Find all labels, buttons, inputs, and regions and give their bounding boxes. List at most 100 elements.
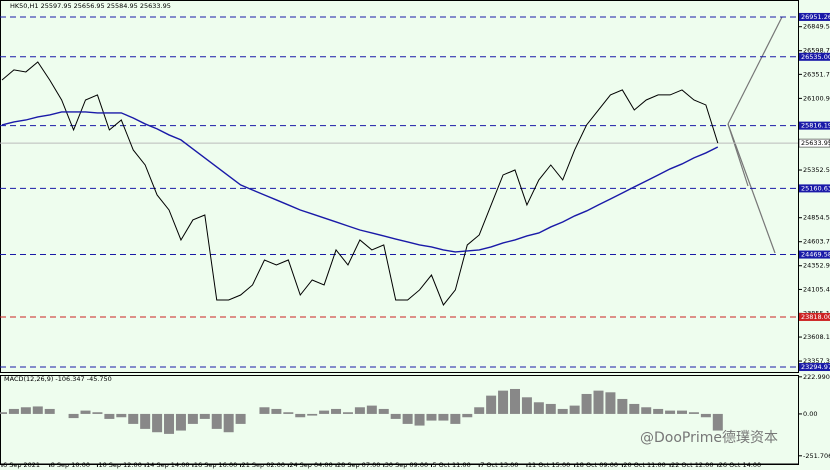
main-frame: [0, 0, 799, 373]
y-tick-label: 24854.50: [803, 214, 830, 222]
histogram-bar: [700, 413, 711, 418]
histogram-bar: [128, 413, 139, 424]
y-tick-label: 26100.90: [803, 94, 830, 102]
histogram-bar: [199, 413, 210, 419]
histogram-bar: [295, 413, 306, 418]
histogram-bar: [498, 390, 509, 414]
histogram-bar: [569, 405, 580, 414]
x-tick-label: 20 Oct 11:00: [623, 461, 665, 469]
histogram-bar: [462, 413, 473, 418]
histogram-bar: [235, 413, 246, 424]
histogram-bar: [319, 410, 330, 414]
level-tag: [799, 312, 830, 321]
histogram-bar: [211, 413, 222, 429]
histogram-bar: [80, 410, 91, 414]
x-tick-label: 28 Sep 07:00: [337, 461, 380, 469]
x-tick-label: 10 Sep 12:00: [98, 461, 141, 469]
level-tag: [799, 184, 830, 193]
histogram-bar: [164, 413, 175, 434]
level-tag: [799, 250, 830, 259]
level-tag: [799, 363, 830, 372]
histogram-bar: [450, 413, 461, 424]
histogram-bar: [533, 402, 544, 414]
level-label: 26535.00: [801, 53, 830, 61]
level-label: 24469.58: [801, 251, 830, 259]
histogram-bar: [342, 412, 353, 414]
y-tick-label: 26849.50: [803, 23, 830, 31]
y-tick-label: 26351.70: [803, 70, 830, 78]
x-tick-label: 22 Oct 12:00: [671, 461, 713, 469]
y-tick-label: 24603.70: [803, 238, 830, 246]
series-line: [1, 61, 719, 306]
y-tick-label: 23608.10: [803, 333, 830, 341]
x-tick-label: 30 Sep 09:00: [385, 461, 428, 469]
y-tick-label: 23357.30: [803, 357, 830, 365]
x-tick-label: 24 Sep 04:00: [289, 461, 332, 469]
chart-title: HK50,H1 25597.95 25656.95 25584.95 25633…: [10, 2, 171, 10]
x-tick-label: 21 Sep 02:00: [242, 461, 285, 469]
y-tick-label: 24105.40: [803, 285, 830, 293]
histogram-bar: [259, 407, 270, 414]
y-tick-label: 25352.50: [803, 166, 830, 174]
histogram-bar: [474, 407, 485, 414]
histogram-bar: [557, 408, 568, 414]
histogram-bar: [175, 413, 186, 431]
histogram-bar: [581, 393, 592, 414]
x-tick-label: 26 Oct 14:00: [719, 461, 761, 469]
current-tag: [798, 138, 830, 148]
level-label: 23294.97: [801, 363, 830, 371]
level-label: 23818.00: [801, 313, 830, 321]
histogram-bar: [617, 398, 628, 414]
histogram-bar: [402, 413, 413, 424]
histogram-bar: [32, 406, 43, 414]
histogram-bar: [653, 408, 664, 414]
histogram-bar: [688, 412, 699, 414]
y-tick-label: 222.990: [803, 373, 830, 381]
histogram-bar: [20, 407, 31, 414]
histogram-bar: [8, 408, 19, 414]
x-tick-label: 11 Oct 15:00: [528, 461, 570, 469]
histogram-bar: [152, 413, 163, 433]
histogram-bar: [438, 413, 449, 421]
histogram-bar: [271, 408, 282, 414]
histogram-bar: [712, 413, 723, 431]
level-label: 26951.26: [801, 13, 830, 21]
histogram-bar: [521, 397, 532, 414]
histogram-bar: [605, 392, 616, 414]
level-label: 25160.63: [801, 184, 830, 192]
y-tick-label: 24352.90: [803, 262, 830, 270]
histogram-bar: [223, 413, 234, 433]
histogram-bar: [641, 407, 652, 414]
histogram-bar: [44, 408, 55, 414]
histogram-bar: [140, 413, 151, 429]
histogram-bar: [545, 403, 556, 414]
histogram-bar: [116, 413, 127, 418]
histogram-bar: [354, 407, 365, 414]
x-tick-label: 18 Oct 09:00: [576, 461, 618, 469]
histogram-bar: [378, 408, 389, 414]
current-label: 25633.95: [801, 139, 830, 147]
y-tick-label: -251.706: [803, 452, 830, 460]
histogram-bar: [187, 413, 198, 424]
y-tick-label: 26598.70: [803, 47, 830, 55]
histogram-bar: [307, 413, 318, 416]
histogram-bar: [509, 388, 520, 414]
histogram-bar: [68, 413, 79, 419]
histogram-bar: [366, 405, 377, 414]
macd-title: MACD(12,26,9) -106.347 -45.750: [4, 375, 112, 383]
x-tick-label: 5 Oct 11:00: [432, 461, 470, 469]
histogram-bar: [665, 410, 676, 414]
level-tag: [799, 12, 830, 21]
histogram-bar: [677, 410, 688, 414]
x-tick-label: 14 Sep 14:00: [146, 461, 189, 469]
series-line: [1, 111, 719, 253]
level-label: 25816.19: [801, 122, 830, 130]
histogram-bar: [390, 413, 401, 419]
histogram-bar: [426, 413, 437, 421]
histogram-bar: [92, 412, 103, 414]
x-tick-label: 6 Sep 2021: [3, 461, 40, 469]
x-tick-label: 8 Sep 10:00: [51, 461, 90, 469]
histogram-bar: [331, 408, 342, 414]
